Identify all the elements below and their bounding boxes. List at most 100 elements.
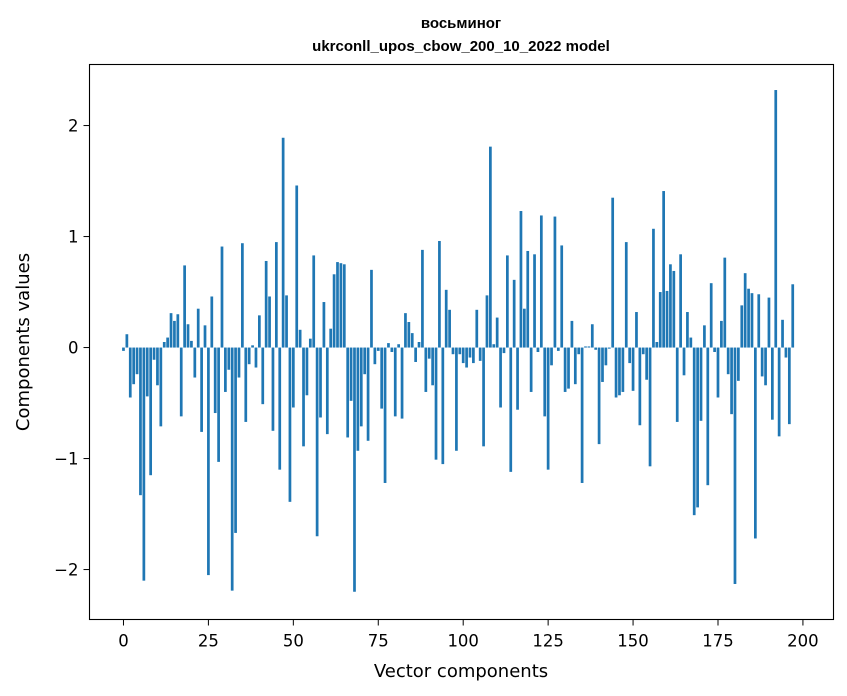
- bar-component-135: [580, 347, 584, 483]
- bar-component-97: [451, 347, 455, 355]
- y-tick-label-2: 2: [68, 117, 79, 136]
- bar-component-115: [512, 279, 516, 348]
- bar-component-141: [601, 347, 604, 382]
- bar-component-146: [618, 347, 621, 396]
- bar-component-179: [730, 347, 733, 415]
- bar-component-5: [139, 347, 142, 496]
- bar-component-105: [478, 347, 482, 361]
- bar-component-56: [312, 255, 316, 348]
- bar-component-75: [376, 347, 380, 351]
- bar-component-165: [682, 347, 686, 376]
- bar-component-109: [492, 344, 496, 348]
- bar-component-99: [458, 347, 462, 355]
- bar-component-11: [159, 347, 163, 427]
- bar-component-192: [774, 90, 778, 348]
- bar-component-79: [390, 347, 394, 352]
- bar-component-90: [427, 347, 431, 359]
- bar-component-86: [414, 347, 417, 362]
- bar-component-195: [784, 347, 788, 358]
- bar-component-70: [359, 347, 363, 427]
- bar-component-3: [132, 347, 136, 385]
- bar-component-15: [173, 320, 176, 348]
- bar-component-80: [393, 347, 397, 417]
- bar-component-125: [546, 347, 550, 470]
- bar-component-20: [190, 340, 193, 348]
- bar-component-28: [217, 347, 220, 462]
- bar-component-100: [461, 347, 465, 364]
- bar-component-55: [308, 338, 312, 348]
- bar-component-57: [315, 347, 319, 537]
- bar-component-14: [169, 313, 173, 348]
- bar-component-45: [274, 242, 278, 348]
- bar-component-18: [183, 265, 186, 348]
- bar-component-31: [227, 347, 231, 370]
- bar-component-9: [152, 347, 156, 360]
- bar-component-58: [319, 347, 322, 418]
- bar-component-89: [424, 347, 428, 392]
- bar-component-87: [417, 342, 421, 348]
- y-tick-label-1: 1: [68, 228, 79, 247]
- bar-component-117: [519, 211, 523, 348]
- x-tick-label-25: 25: [198, 632, 219, 651]
- bar-component-62: [332, 274, 336, 348]
- bar-component-69: [356, 347, 360, 451]
- bar-component-122: [536, 347, 540, 352]
- bar-component-168: [692, 347, 696, 516]
- bar-component-63: [336, 262, 339, 348]
- bar-component-67: [349, 347, 353, 401]
- y-tick-label--2: −2: [54, 561, 78, 580]
- bar-component-54: [305, 347, 309, 396]
- bar-component-120: [529, 347, 533, 392]
- bar-component-84: [407, 322, 411, 348]
- bar-component-17: [179, 347, 183, 417]
- bar-component-64: [339, 263, 343, 348]
- bar-component-118: [522, 308, 526, 348]
- bar-component-61: [329, 328, 333, 348]
- x-tick-label-125: 125: [532, 632, 564, 651]
- bar-component-114: [509, 347, 513, 472]
- bar-component-74: [373, 347, 377, 365]
- bar-component-48: [285, 295, 288, 348]
- bar-component-174: [713, 347, 716, 352]
- bar-component-148: [624, 242, 628, 348]
- bar-component-128: [556, 347, 560, 351]
- bar-component-121: [533, 254, 536, 348]
- bar-component-101: [465, 347, 468, 368]
- bar-component-68: [353, 347, 356, 592]
- bar-component-170: [699, 347, 703, 421]
- bar-component-155: [648, 347, 652, 467]
- bar-component-30: [224, 347, 227, 392]
- bar-component-22: [196, 308, 200, 348]
- bar-component-24: [203, 325, 207, 348]
- bar-component-81: [397, 344, 401, 348]
- bar-component-131: [567, 347, 570, 389]
- bar-component-23: [200, 347, 203, 432]
- bar-component-157: [655, 342, 659, 348]
- bar-component-113: [506, 255, 509, 348]
- bar-component-103: [472, 347, 475, 364]
- bar-component-19: [186, 324, 190, 348]
- y-tick-label--1: −1: [54, 450, 78, 469]
- x-tick-label-75: 75: [368, 632, 389, 651]
- bar-component-183: [743, 273, 747, 348]
- bar-component-78: [387, 343, 390, 348]
- bar-component-145: [614, 347, 618, 398]
- bar-component-194: [781, 319, 784, 348]
- bar-component-88: [421, 249, 424, 348]
- bar-component-77: [383, 347, 387, 483]
- bar-component-50: [291, 347, 295, 408]
- bar-component-32: [230, 347, 234, 591]
- bar-component-71: [363, 347, 367, 375]
- bar-component-116: [516, 347, 519, 410]
- x-tick-label-175: 175: [702, 632, 734, 651]
- x-axis-label: Vector components: [374, 661, 548, 682]
- bar-component-196: [787, 347, 791, 425]
- bar-component-147: [621, 347, 625, 392]
- x-tick-label-150: 150: [617, 632, 649, 651]
- bar-component-126: [550, 347, 553, 366]
- bar-component-152: [638, 347, 642, 426]
- x-tick-label-100: 100: [447, 632, 479, 651]
- bar-component-49: [288, 347, 292, 502]
- bar-component-166: [686, 312, 689, 348]
